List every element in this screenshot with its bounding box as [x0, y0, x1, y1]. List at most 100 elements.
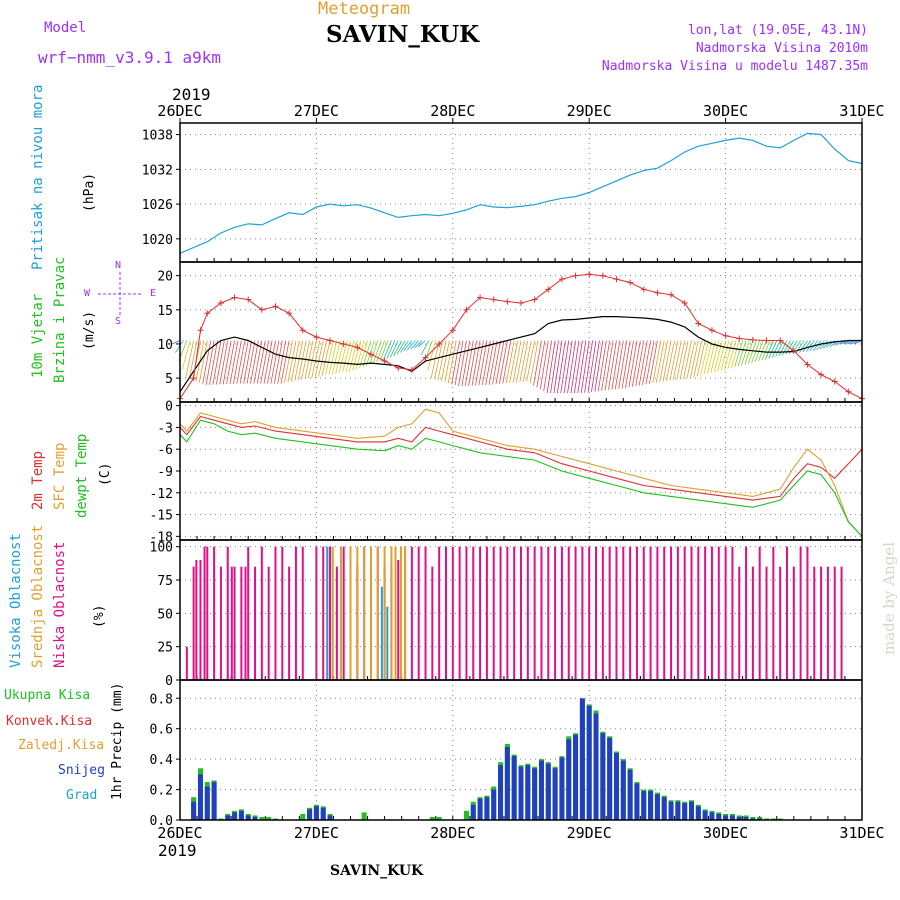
precip-bar	[777, 818, 783, 820]
precip-bar	[709, 812, 715, 820]
top-day-label: 30DEC	[703, 102, 748, 120]
wind-barb	[335, 340, 345, 374]
wind-barb	[464, 340, 474, 387]
precip-bar	[668, 801, 674, 820]
wind-barb	[802, 340, 812, 353]
precip-bar	[682, 803, 688, 820]
pressure-line	[179, 132, 863, 254]
wind-barb	[400, 340, 409, 353]
wind-barb	[727, 340, 737, 369]
wind-gust-marker	[299, 327, 306, 334]
wind-gust-marker	[340, 340, 347, 347]
cloud-bar	[554, 546, 557, 680]
wind-barb	[519, 340, 529, 383]
precip-bar	[579, 698, 585, 820]
cloud-bar	[399, 546, 402, 680]
precip-bar	[313, 806, 319, 820]
precip-bar	[361, 812, 367, 820]
y-tick-label: -15	[150, 509, 173, 524]
precip-legend-hail: Grad	[66, 788, 98, 803]
wind-barb	[516, 340, 525, 383]
model-label: Model	[44, 20, 87, 36]
wind-barb	[758, 340, 767, 362]
wind-gust-marker	[586, 271, 593, 278]
y-tick-label: 1032	[142, 163, 173, 178]
wind-barb	[447, 340, 457, 384]
cloud-bar	[444, 546, 447, 680]
panel-temperature: 0 -3 -6 -9 -12 -15 -18	[150, 400, 863, 545]
wind-barb	[389, 340, 399, 358]
wind-gust-marker	[545, 286, 552, 293]
precip-bar	[545, 763, 551, 820]
wind-barb	[659, 340, 669, 383]
wind-barb	[440, 340, 450, 382]
cloud-bar	[339, 546, 342, 680]
wind-barb	[686, 340, 696, 379]
wind-barb	[410, 340, 419, 350]
wind-barb	[284, 340, 293, 383]
location-line-1: lon,lat (19.05E, 43.1N)	[687, 23, 868, 38]
wind-gust-marker	[272, 303, 279, 310]
wind-barb	[488, 340, 498, 385]
wind-barb	[628, 340, 638, 388]
location-line-2: Nadmorska Visina 2010m	[695, 41, 868, 56]
precip-bar	[532, 768, 538, 820]
cloud-bar	[622, 546, 625, 680]
cloud-bar	[765, 566, 768, 680]
precip-bar	[729, 815, 735, 820]
precip-bar	[191, 801, 197, 820]
cloud-bar	[840, 566, 843, 680]
wind-gust-marker	[245, 296, 252, 303]
cloud-bar	[813, 566, 816, 680]
cloud-bar	[247, 546, 250, 680]
cloud-bar	[329, 546, 332, 680]
wind-barb	[584, 340, 594, 393]
precip-bar	[552, 768, 558, 820]
precip-bar	[504, 746, 510, 820]
cloud-bar	[294, 546, 297, 680]
wind-gust-marker	[681, 299, 688, 306]
wind-barb	[560, 340, 570, 394]
cloud-bar	[390, 546, 393, 680]
y-tick-label: -9	[157, 465, 173, 480]
precip-bar	[477, 798, 483, 820]
cloud-bar	[560, 546, 563, 680]
wind-barb	[543, 340, 553, 392]
y-tick-label: 0.4	[150, 753, 174, 768]
panel-frame	[179, 261, 863, 403]
cloud-bar	[363, 546, 366, 680]
wind-barb	[287, 340, 297, 383]
precip-bar	[695, 806, 701, 820]
precip-legend-snow: Snijeg	[58, 763, 105, 778]
cloud-bar	[356, 546, 359, 680]
wind-barb	[812, 340, 822, 352]
wind-barb	[481, 340, 491, 386]
wind-barb	[181, 340, 191, 370]
precip-bar	[641, 791, 647, 820]
wind-barb	[768, 340, 778, 359]
wind-gust-marker	[613, 276, 620, 283]
wind-barb	[563, 340, 573, 394]
wind-barb	[853, 340, 863, 345]
temp-line	[179, 415, 863, 501]
wind-gust-marker	[286, 310, 293, 317]
cloud-bar	[404, 546, 407, 680]
cloud-bar	[451, 546, 454, 680]
wind-barb	[529, 340, 539, 384]
top-day-label: 26DEC	[157, 102, 202, 120]
y-tick-label: 5	[165, 372, 173, 387]
wind-barb	[696, 340, 706, 377]
product-title: Meteogram	[318, 0, 411, 19]
wind-barb	[338, 340, 348, 374]
wind-barb	[570, 340, 580, 394]
cloud-bar	[192, 566, 195, 680]
cloud-bar	[380, 586, 383, 680]
wind-barb	[475, 340, 484, 386]
bottom-day-label: 27DEC	[294, 824, 339, 842]
compass-e: E	[150, 288, 157, 299]
wind-barb	[273, 340, 283, 384]
wind-barb	[420, 340, 430, 356]
wind-barb	[669, 340, 679, 381]
wind-barb	[372, 340, 382, 364]
